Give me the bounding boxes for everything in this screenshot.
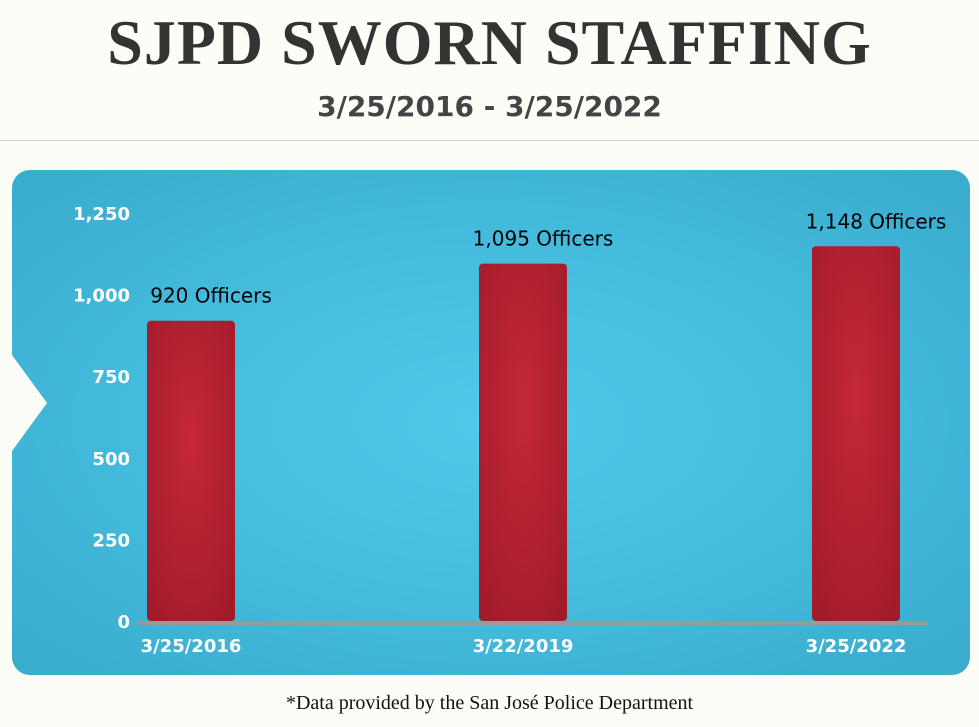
data-label: 920 Officers xyxy=(150,284,272,308)
y-tick-label: 0 xyxy=(117,612,130,633)
bar xyxy=(479,263,567,621)
y-tick-label: 250 xyxy=(92,530,130,551)
page-title: SJPD SWORN STAFFING xyxy=(107,7,872,78)
x-tick-label: 3/22/2019 xyxy=(473,636,574,657)
page-subtitle: 3/25/2016 - 3/25/2022 xyxy=(317,90,662,123)
footnote: *Data provided by the San José Police De… xyxy=(285,692,694,714)
x-axis-line xyxy=(137,621,928,625)
y-tick-label: 1,000 xyxy=(73,286,130,307)
x-tick-label: 3/25/2022 xyxy=(806,636,907,657)
y-tick-label: 1,250 xyxy=(73,204,130,225)
data-label: 1,148 Officers xyxy=(806,209,947,233)
y-tick-label: 750 xyxy=(92,367,130,388)
divider xyxy=(0,140,979,141)
bar xyxy=(147,320,235,621)
data-label: 1,095 Officers xyxy=(473,227,614,251)
bar xyxy=(812,246,900,622)
panel-notch xyxy=(12,355,47,451)
y-tick-label: 500 xyxy=(92,449,130,470)
x-tick-label: 3/25/2016 xyxy=(141,636,242,657)
